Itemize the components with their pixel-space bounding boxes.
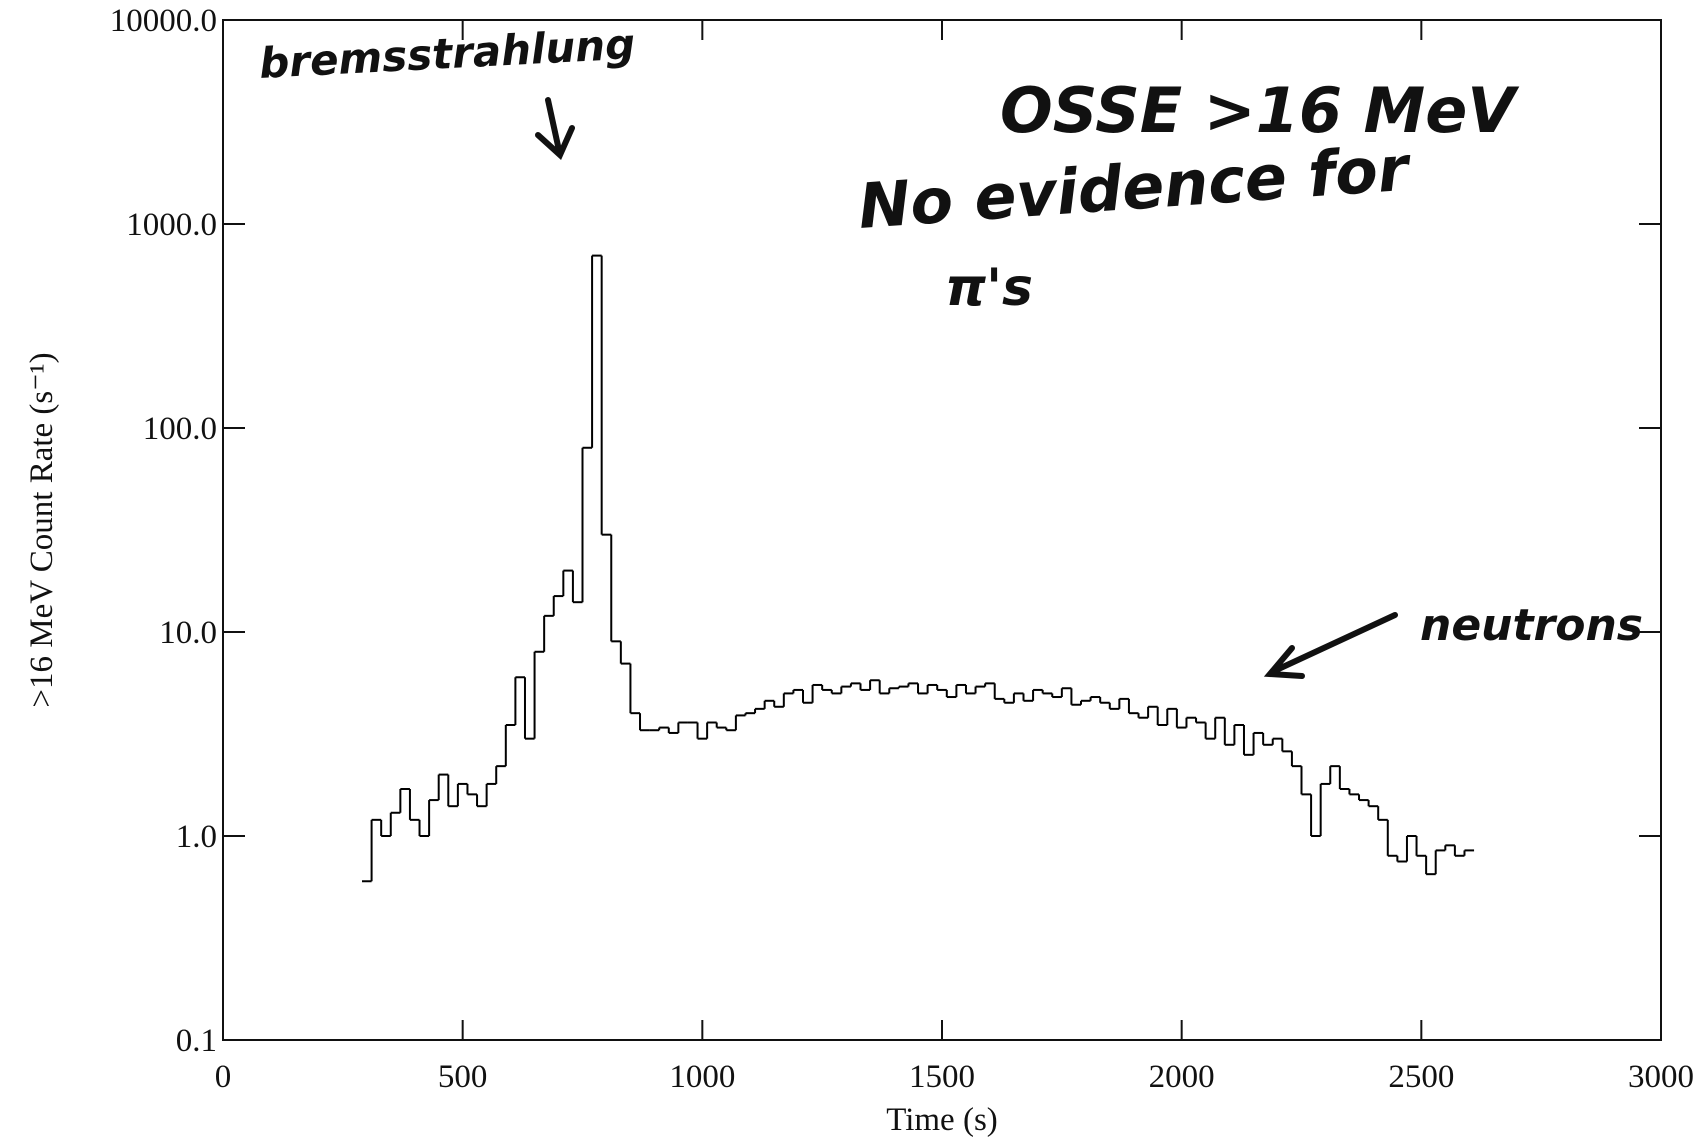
x-tick-label: 1000 <box>669 1059 735 1095</box>
x-tick-label: 500 <box>438 1059 488 1095</box>
x-tick-label: 3000 <box>1628 1059 1694 1095</box>
arrow <box>1263 612 1398 679</box>
y-tick-label: 10000.0 <box>110 3 217 39</box>
y-tick-label: 1000.0 <box>126 207 217 243</box>
x-tick-label: 0 <box>215 1059 232 1095</box>
y-tick-label: 100.0 <box>143 411 217 447</box>
x-tick-label: 2000 <box>1149 1059 1215 1095</box>
arrows <box>535 97 1398 679</box>
y-tick-label: 0.1 <box>176 1023 217 1059</box>
y-tick-label: 1.0 <box>176 819 217 855</box>
arrow <box>535 97 575 161</box>
y-tick-label: 10.0 <box>159 615 217 651</box>
y-axis-label: >16 MeV Count Rate (s⁻¹) <box>24 352 60 707</box>
annotation: neutrons <box>1420 600 1643 651</box>
x-tick-label: 2500 <box>1388 1059 1454 1095</box>
x-axis-label: Time (s) <box>886 1102 998 1138</box>
annotation: OSSE >16 MeV <box>1000 74 1520 147</box>
x-tick-label: 1500 <box>909 1059 975 1095</box>
annotation: π's <box>945 258 1033 318</box>
